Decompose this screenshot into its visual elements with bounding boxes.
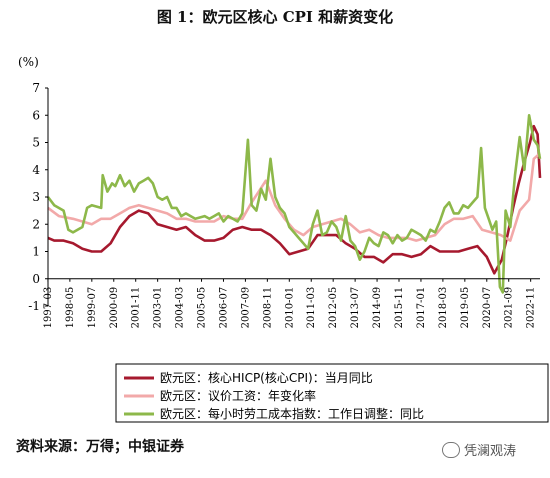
x-tick-label: 1998-05 [65,287,76,329]
x-tick-label: 2021-09 [504,287,515,329]
x-tick-label: 2018-03 [438,287,449,329]
x-tick-label: 2008-11 [262,287,273,329]
y-tick-label: 5 [32,136,40,150]
line-chart: (%) -1 0 1 2 3 4 5 6 7 1997-03 1998-05 1999-07 2000… [18,55,549,423]
y-tick-label: 1 [32,245,40,259]
x-tick-label: 2007-09 [240,287,251,329]
y-tick-label: 3 [32,190,40,204]
x-tick-label: 2000-09 [109,287,120,329]
x-tick-label: 2004-03 [175,287,186,329]
chart-title: 图 1：欧元区核心 CPI 和薪资变化 [156,8,394,26]
y-unit-label: (%) [18,55,39,69]
y-tick-label: 2 [32,217,40,231]
x-tick-label: 2012-05 [328,287,339,329]
x-tick-label: 1997-03 [43,287,54,329]
x-tick-label: 2015-11 [394,287,405,329]
axes [47,88,540,306]
x-tick-label: 2010-01 [284,287,295,329]
series-lines [46,114,542,294]
x-tick-label: 2013-07 [350,287,361,329]
x-tick-label: 2006-07 [218,287,229,329]
legend-box [115,363,549,423]
series-line-1 [47,124,542,275]
series-line-2 [47,152,541,242]
x-tick-label: 2005-05 [197,287,208,329]
x-tick-label: 2014-09 [372,287,383,329]
y-axis-ticks: -1 0 1 2 3 4 5 6 7 [28,81,48,313]
y-tick-label: -1 [28,299,40,313]
series-line-3 [46,114,542,294]
legend-label-1: 欧元区：核心HICP(核心CPI)：当月同比 [160,371,373,385]
wechat-icon [442,441,460,458]
x-tick-label: 1999-07 [87,287,98,329]
x-tick-label: 2020-07 [482,287,493,329]
x-tick-label: 2022-11 [526,287,537,329]
y-tick-label: 4 [32,163,40,177]
legend-label-2: 欧元区：议价工资：年变化率 [160,388,316,403]
legend-label-3: 欧元区：每小时劳工成本指数：工作日调整：同比 [160,406,424,421]
watermark: 凭澜观涛 [442,440,516,459]
x-tick-label: 2019-05 [460,287,471,329]
x-tick-label: 2017-01 [416,287,427,329]
x-tick-label: 2011-03 [306,287,317,329]
y-tick-label: 7 [32,81,40,95]
legend: 欧元区：核心HICP(核心CPI)：当月同比欧元区：议价工资：年变化率欧元区：每… [115,363,549,423]
watermark-text: 凭澜观涛 [464,444,517,459]
y-tick-label: 6 [32,108,40,122]
source-note: 资料来源：万得；中银证券 [16,439,184,455]
y-tick-label: 0 [32,272,40,286]
x-tick-label: 2001-11 [131,287,142,329]
x-axis-ticks: 1997-03 1998-05 1999-07 2000-09 2001-11 2003-… [43,278,537,329]
x-tick-label: 2003-01 [153,287,164,329]
